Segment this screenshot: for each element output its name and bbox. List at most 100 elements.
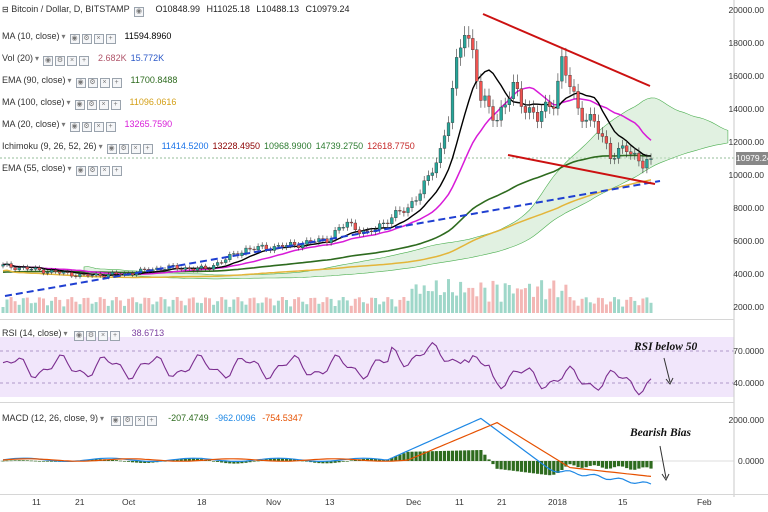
chevron-down-icon[interactable]: ▾ (66, 98, 71, 107)
close-icon[interactable]: × (130, 143, 141, 154)
rsi-tools[interactable]: ◉ ⚙ × + (74, 327, 122, 341)
macd-histogram-bar (540, 461, 544, 475)
indicator-tools[interactable]: ◉ ⚙ × + (69, 118, 118, 132)
plus-icon[interactable]: + (110, 330, 121, 341)
eye-icon[interactable]: ◉ (110, 415, 121, 426)
macd-histogram-bar (333, 461, 337, 463)
indicator-legend-6[interactable]: EMA (55, close) ▾ ◉ ⚙ × + (2, 161, 127, 176)
candle-body (402, 210, 406, 213)
macd-histogram-bar (232, 461, 236, 464)
close-icon[interactable]: × (98, 330, 109, 341)
indicator-value: 11414.5200 (161, 141, 209, 151)
gear-icon[interactable]: ⚙ (122, 415, 133, 426)
volume-bar (629, 297, 633, 313)
chevron-down-icon[interactable]: ▾ (63, 329, 68, 338)
indicator-tools[interactable]: ◉ ⚙ × + (75, 74, 124, 88)
indicator-tools[interactable]: ◉ ⚙ × + (69, 30, 118, 44)
volume-bar (398, 299, 402, 313)
macd-legend[interactable]: MACD (12, 26, close, 9) ▾ ◉ ⚙ × + -207.4749 … (2, 411, 303, 426)
gear-icon[interactable]: ⚙ (87, 77, 98, 88)
gear-icon[interactable]: ⚙ (118, 143, 129, 154)
eye-icon[interactable]: ◉ (69, 121, 80, 132)
eye-icon[interactable]: ◉ (43, 55, 54, 66)
indicator-legend-0[interactable]: MA (10, close) ▾ ◉ ⚙ × +11594.8960 (2, 29, 171, 44)
gear-icon[interactable]: ⚙ (81, 33, 92, 44)
eye-icon[interactable]: ◉ (69, 33, 80, 44)
candle-body (191, 268, 195, 271)
indicator-tools[interactable]: ◉ ⚙ × + (43, 52, 91, 66)
x-tick-label: Nov (266, 497, 282, 507)
macd-tools[interactable]: ◉ ⚙ × + (110, 412, 159, 426)
indicator-tools[interactable]: ◉ ⚙ × + (75, 162, 124, 176)
macd-histogram-bar (523, 461, 527, 473)
chevron-down-icon[interactable]: ▾ (35, 54, 40, 63)
macd-histogram-bar (515, 461, 519, 472)
gear-icon[interactable]: ⚙ (87, 165, 98, 176)
plus-icon[interactable]: + (111, 165, 122, 176)
macd-histogram-bar (633, 461, 637, 470)
indicator-tools[interactable]: ◉ ⚙ × + (106, 140, 155, 154)
plus-icon[interactable]: + (105, 33, 116, 44)
candle-body (195, 267, 199, 271)
chevron-down-icon[interactable]: ▾ (67, 164, 72, 173)
candle-body (37, 267, 41, 271)
symbol-tools[interactable]: ◉ (133, 3, 146, 17)
collapse-icon[interactable]: ⊟ (2, 5, 9, 14)
plus-icon[interactable]: + (142, 143, 153, 154)
candle-body (276, 245, 280, 247)
eye-icon[interactable]: ◉ (74, 99, 85, 110)
macd-histogram-bar (568, 461, 572, 465)
plus-icon[interactable]: + (110, 99, 121, 110)
plus-icon[interactable]: + (146, 415, 157, 426)
symbol-legend[interactable]: ⊟ Bitcoin / Dollar, D, BITSTAMP ◉ O10848… (2, 2, 350, 17)
eye-icon[interactable]: ◉ (74, 330, 85, 341)
gear-icon[interactable]: ⚙ (81, 121, 92, 132)
macd-histogram-bar (341, 461, 345, 462)
indicator-legend-5[interactable]: Ichimoku (9, 26, 52, 26) ▾ ◉ ⚙ × +11414.5200 1… (2, 139, 415, 154)
support-trendline[interactable] (4, 180, 661, 297)
close-icon[interactable]: × (134, 415, 145, 426)
indicator-legend-1[interactable]: Vol (20) ▾ ◉ ⚙ × +2.682K 15.772K (2, 51, 164, 66)
gear-icon[interactable]: ⚙ (86, 99, 97, 110)
indicator-tools[interactable]: ◉ ⚙ × + (74, 96, 123, 110)
eye-icon[interactable]: ◉ (133, 6, 144, 17)
macd-histogram-bar (459, 450, 463, 461)
candle-body (45, 272, 50, 274)
macd-histogram-bar (608, 461, 613, 469)
chevron-down-icon[interactable]: ▾ (98, 142, 103, 151)
close-icon[interactable]: × (67, 55, 78, 66)
candle-body (215, 262, 220, 266)
close-icon[interactable]: × (98, 99, 109, 110)
plus-icon[interactable]: + (79, 55, 90, 66)
volume-bar (556, 297, 560, 313)
chevron-down-icon[interactable]: ▾ (61, 32, 66, 41)
candle-body (617, 147, 621, 159)
gear-icon[interactable]: ⚙ (55, 55, 66, 66)
gear-icon[interactable]: ⚙ (86, 330, 97, 341)
close-icon[interactable]: × (93, 33, 104, 44)
close-icon[interactable]: × (99, 165, 110, 176)
indicator-legend-3[interactable]: MA (100, close) ▾ ◉ ⚙ × +11096.0616 (2, 95, 176, 110)
eye-icon[interactable]: ◉ (75, 165, 86, 176)
upper-wedge-line[interactable] (482, 13, 651, 87)
close-icon[interactable]: × (99, 77, 110, 88)
rsi-legend[interactable]: RSI (14, close) ▾ ◉ ⚙ × + 38.6713 (2, 326, 164, 341)
plus-icon[interactable]: + (111, 77, 122, 88)
indicator-legend-4[interactable]: MA (20, close) ▾ ◉ ⚙ × +13265.7590 (2, 117, 172, 132)
volume-bar (228, 306, 232, 313)
eye-icon[interactable]: ◉ (106, 143, 117, 154)
close-icon[interactable]: × (93, 121, 104, 132)
macd-histogram-bar (422, 451, 426, 461)
plus-icon[interactable]: + (105, 121, 116, 132)
candle-body (54, 270, 58, 272)
y-tick-label: 16000.00 (728, 71, 764, 81)
chevron-down-icon[interactable]: ▾ (67, 76, 72, 85)
indicator-legend-2[interactable]: EMA (90, close) ▾ ◉ ⚙ × +11700.8488 (2, 73, 177, 88)
chevron-down-icon[interactable]: ▾ (100, 414, 105, 423)
lower-wedge-line[interactable] (507, 154, 656, 185)
volume-bar (426, 291, 430, 313)
candle-body (90, 275, 94, 277)
eye-icon[interactable]: ◉ (75, 77, 86, 88)
chevron-down-icon[interactable]: ▾ (61, 120, 66, 129)
